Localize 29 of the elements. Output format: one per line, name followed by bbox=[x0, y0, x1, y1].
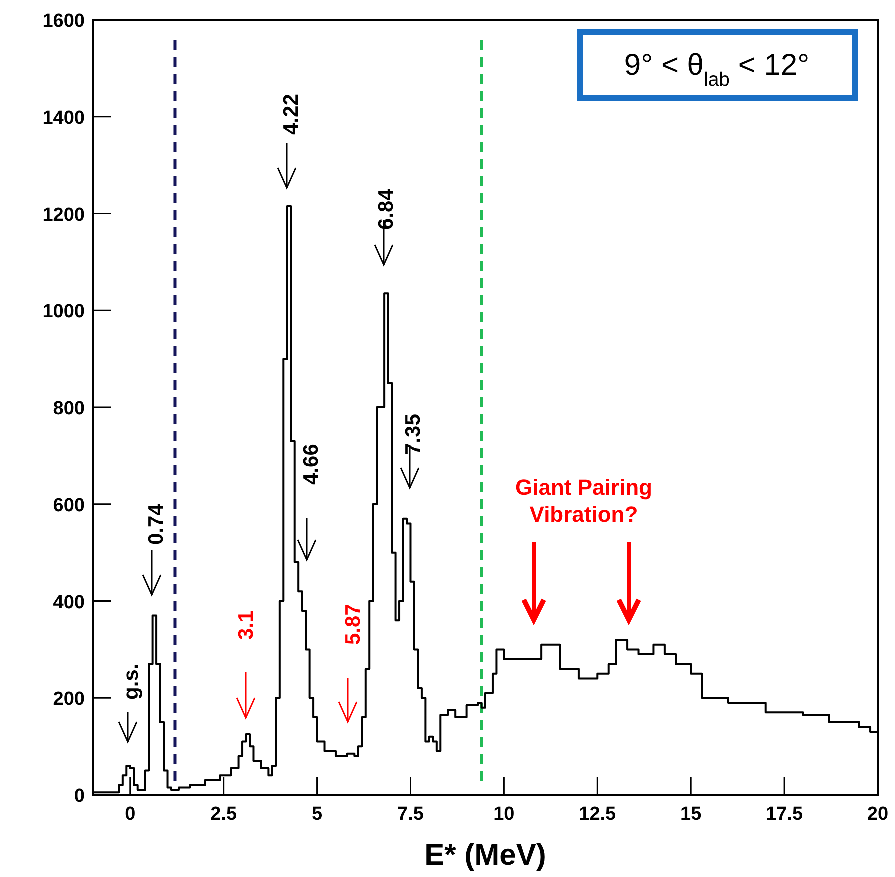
x-tick-label: 10 bbox=[494, 804, 515, 825]
x-tick-label: 17.5 bbox=[766, 804, 804, 825]
y-tick-label: 0 bbox=[74, 786, 85, 807]
annotation: g.s. bbox=[120, 664, 143, 700]
y-tick-label: 1400 bbox=[42, 108, 85, 129]
x-axis-title: E* (MeV) bbox=[424, 839, 546, 872]
x-tick-label: 15 bbox=[680, 804, 702, 825]
y-tick-label: 1600 bbox=[42, 11, 85, 32]
x-tick-label: 7.5 bbox=[398, 804, 424, 825]
y-tick-label: 600 bbox=[53, 495, 85, 516]
x-tick-label: 20 bbox=[867, 804, 889, 825]
x-tick-label: 12.5 bbox=[579, 804, 617, 825]
annotation: 9° < θ$_{lab}$ < 12° bbox=[624, 49, 810, 91]
annotation: 4.22 bbox=[280, 94, 303, 135]
y-tick-label: 400 bbox=[53, 592, 85, 614]
annotation: 3.1 bbox=[235, 610, 258, 640]
annotation: 5.87 bbox=[342, 604, 365, 645]
annotation: 7.35 bbox=[402, 414, 425, 455]
annotation: 0.74 bbox=[145, 504, 168, 545]
x-tick-label: 5 bbox=[312, 804, 323, 825]
x-tick-label: 2.5 bbox=[210, 804, 238, 825]
y-tick-label: 1000 bbox=[42, 302, 85, 323]
y-tick-label: 1200 bbox=[42, 204, 85, 226]
y-tick-label: 200 bbox=[53, 689, 85, 710]
annotation: 6.84 bbox=[375, 188, 398, 230]
annotation: Giant Pairing Vibration? bbox=[516, 475, 652, 527]
annotation: 4.66 bbox=[300, 444, 323, 485]
x-tick-label: 0 bbox=[125, 804, 136, 825]
y-tick-label: 800 bbox=[53, 398, 85, 420]
